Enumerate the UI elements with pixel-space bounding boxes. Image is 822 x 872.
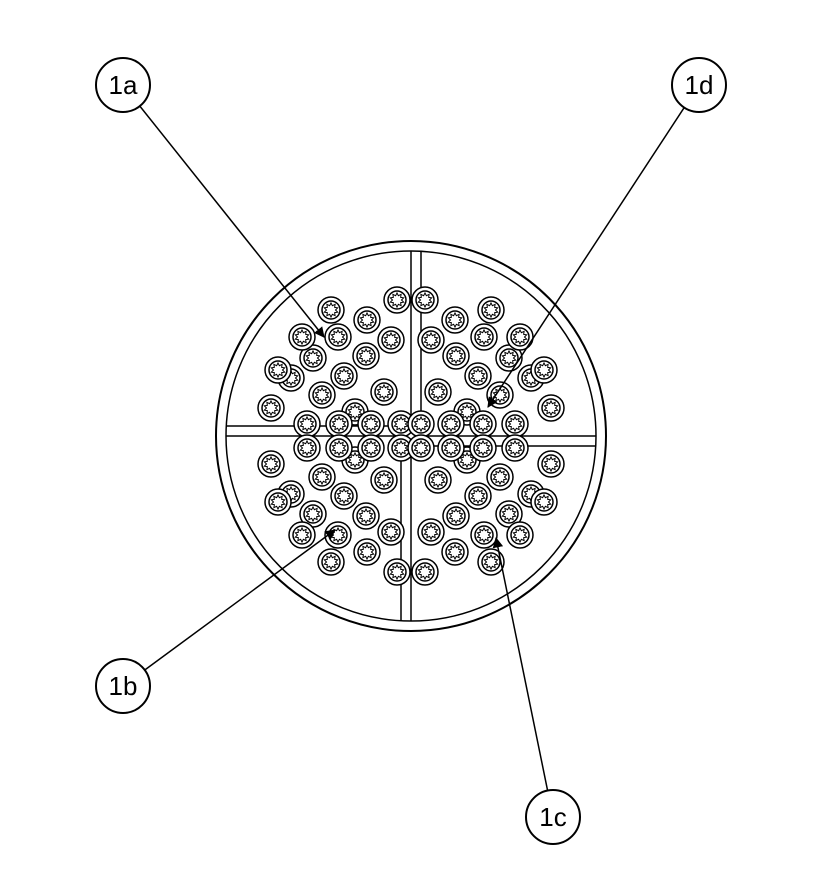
sector-bottom-right — [408, 435, 564, 585]
hole — [487, 382, 513, 408]
hole — [425, 379, 451, 405]
hole — [442, 307, 468, 333]
hole — [538, 395, 564, 421]
leader-line — [496, 538, 548, 791]
hole — [318, 549, 344, 575]
hole — [258, 451, 284, 477]
hole — [425, 467, 451, 493]
hole — [438, 435, 464, 461]
hole — [384, 287, 410, 313]
hole — [470, 411, 496, 437]
label-1b: 1b — [109, 671, 138, 701]
hole — [465, 363, 491, 389]
hole — [412, 287, 438, 313]
hole — [408, 435, 434, 461]
hole — [258, 395, 284, 421]
hole — [353, 503, 379, 529]
hole — [265, 357, 291, 383]
hole — [289, 522, 315, 548]
hole — [294, 411, 320, 437]
hole — [487, 464, 513, 490]
hole — [309, 382, 335, 408]
hole — [412, 559, 438, 585]
hole — [294, 435, 320, 461]
sector-top-right — [408, 287, 564, 437]
hole — [353, 343, 379, 369]
hole — [443, 503, 469, 529]
hole — [309, 464, 335, 490]
label-1d: 1d — [685, 70, 714, 100]
hole — [438, 411, 464, 437]
hole — [318, 297, 344, 323]
sector-divider — [411, 448, 417, 621]
sector-bottom-left — [258, 435, 414, 585]
hole — [326, 411, 352, 437]
hole — [384, 559, 410, 585]
label-1a: 1a — [109, 70, 138, 100]
hole — [465, 483, 491, 509]
hole — [354, 539, 380, 565]
hole — [442, 539, 468, 565]
hole — [265, 489, 291, 515]
hole — [371, 467, 397, 493]
hole — [507, 324, 533, 350]
hole — [354, 307, 380, 333]
hole — [471, 324, 497, 350]
hole — [507, 522, 533, 548]
hole — [325, 324, 351, 350]
leader-line — [488, 108, 684, 407]
hole — [331, 483, 357, 509]
hole — [358, 435, 384, 461]
technical-diagram: 1a 1d 1b 1c — [0, 0, 822, 872]
leader-line — [140, 106, 324, 337]
hole — [408, 411, 434, 437]
hole — [502, 435, 528, 461]
label-1c: 1c — [539, 802, 566, 832]
hole — [331, 363, 357, 389]
hole — [371, 379, 397, 405]
hole — [478, 297, 504, 323]
hole — [443, 343, 469, 369]
sector-top-left — [258, 287, 414, 437]
hole — [358, 411, 384, 437]
hole — [418, 327, 444, 353]
hole — [538, 451, 564, 477]
hole — [289, 324, 315, 350]
hole — [502, 411, 528, 437]
hole — [470, 435, 496, 461]
hole — [471, 522, 497, 548]
hole — [531, 489, 557, 515]
hole — [326, 435, 352, 461]
sector-divider — [405, 251, 411, 424]
hole — [418, 519, 444, 545]
hole — [378, 327, 404, 353]
hole — [378, 519, 404, 545]
hole — [478, 549, 504, 575]
hole — [531, 357, 557, 383]
